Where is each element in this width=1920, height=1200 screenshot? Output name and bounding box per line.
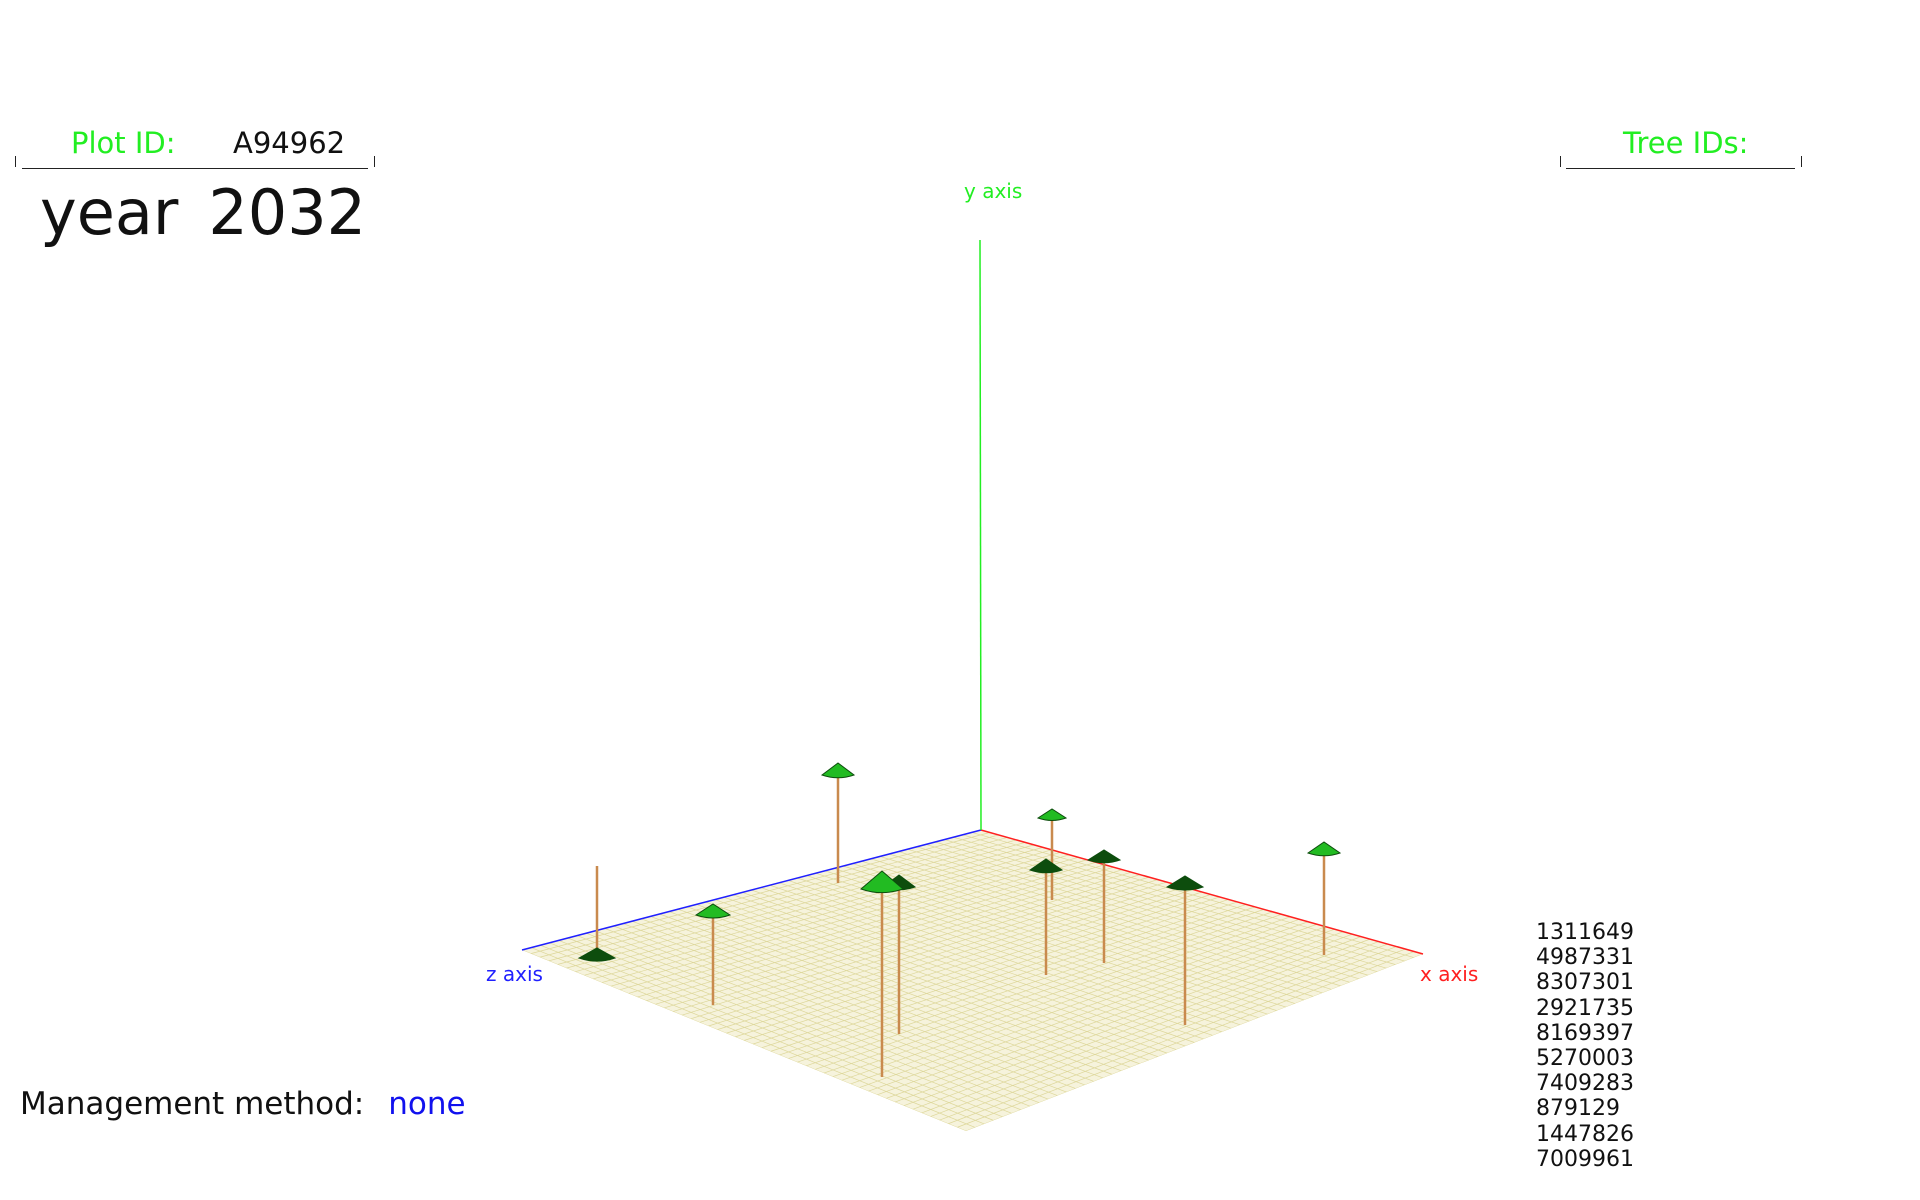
y-axis-line (979, 239, 982, 831)
x-axis-line (980, 829, 1424, 955)
grid-line (859, 923, 1318, 1088)
tree-crown (1028, 858, 1064, 874)
plot-id-left-tick (15, 156, 16, 167)
tree-ids-right-tick (1801, 156, 1802, 167)
tree-ids-left-tick (1560, 156, 1561, 167)
tree-crown (694, 903, 732, 919)
y-axis-label: y axis (964, 179, 1022, 203)
grid-line (549, 942, 994, 1121)
grid-line (956, 951, 1415, 1128)
grid-line (751, 889, 1195, 1043)
grid-line (696, 904, 1140, 1065)
tree-id-item: 8307301 (1536, 970, 1634, 996)
grid-line (823, 913, 1282, 1074)
management-value: none (388, 1086, 466, 1122)
tree[interactable] (694, 903, 732, 1005)
year-display: year 2032 (40, 176, 366, 249)
tree[interactable] (820, 762, 856, 883)
management-method: Management method: none (20, 1086, 466, 1122)
grid-line (868, 926, 1326, 1092)
tree[interactable] (1036, 808, 1068, 900)
z-axis-label: z axis (486, 962, 543, 986)
grid-line (687, 906, 1131, 1068)
grid-line (733, 894, 1177, 1050)
grid-line (622, 923, 1067, 1093)
grid-line (668, 911, 1113, 1075)
grid-line (531, 947, 976, 1128)
tree-id-item: 879129 (1536, 1096, 1620, 1122)
tree-crown (1036, 808, 1068, 821)
grid-line (779, 901, 1238, 1056)
grid-line (641, 918, 1085, 1086)
grid-line (841, 918, 1300, 1081)
grid-line (814, 911, 1273, 1070)
x-axis-label: x axis (1420, 962, 1478, 986)
tree-id-item: 7009961 (1536, 1146, 1634, 1172)
grid-line (770, 899, 1229, 1052)
management-label: Management method: (20, 1086, 365, 1122)
tree-id-item: 8169397 (1536, 1020, 1634, 1046)
tree-id-item: 5270003 (1536, 1046, 1634, 1072)
tree[interactable] (1306, 841, 1342, 955)
grid-line (797, 906, 1256, 1063)
grid-line (613, 925, 1058, 1096)
year-label: year (40, 176, 179, 249)
grid-line (576, 935, 1021, 1111)
grid-line (939, 946, 1397, 1121)
grid-line (885, 931, 1344, 1099)
tree-crown (820, 762, 856, 779)
tree-ids-underline (1566, 168, 1795, 169)
grid-line (650, 916, 1095, 1082)
grid-line (742, 892, 1186, 1047)
ground-plane (522, 830, 1423, 1131)
z-axis-line (521, 829, 982, 951)
grid-line (877, 928, 1335, 1096)
grid-line (948, 948, 1406, 1125)
tree-ids-label: Tree IDs: (1623, 126, 1749, 160)
tree-id-item: 2921735 (1536, 995, 1634, 1021)
grid-line (894, 933, 1353, 1103)
tree[interactable] (1086, 849, 1122, 963)
tree-id-item: 1447826 (1536, 1121, 1634, 1147)
grid-line (761, 896, 1220, 1049)
tree-crown (860, 870, 904, 894)
trees-group (577, 762, 1342, 1077)
grid-line (540, 944, 985, 1125)
grid-line (604, 928, 1049, 1100)
grid-line (723, 896, 1168, 1054)
grid-line (586, 932, 1031, 1107)
grid-line (752, 894, 1211, 1045)
tree[interactable] (1028, 858, 1064, 975)
grid-line (558, 940, 1003, 1118)
grid-line (595, 930, 1040, 1104)
grid-line (705, 901, 1149, 1061)
tree[interactable] (577, 866, 617, 962)
tree-crown (577, 947, 617, 962)
grid-line (850, 921, 1309, 1085)
tree-crown (1086, 849, 1122, 864)
tree-crown (1306, 841, 1342, 857)
grid-line (567, 937, 1012, 1114)
grid-line (903, 936, 1362, 1106)
grid-line (632, 920, 1076, 1089)
plot-id-value: A94962 (233, 126, 346, 160)
grid-line (714, 899, 1159, 1057)
tree-id-item: 1311649 (1536, 920, 1634, 945)
tree-crown (1165, 875, 1205, 891)
grid-line (912, 938, 1371, 1110)
tree-id-list: 1311649 4987331 8307301 2921735 8169397 52700… (1536, 920, 1634, 1172)
grid-line (930, 943, 1388, 1117)
plot-id-underline (22, 168, 368, 169)
grid-line (832, 916, 1291, 1078)
year-value: 2032 (208, 176, 367, 249)
tree-id-item: 7409283 (1536, 1071, 1634, 1097)
grid-line (921, 941, 1379, 1114)
tree[interactable] (860, 870, 904, 1077)
grid-line (788, 904, 1247, 1059)
plot-id-right-tick (374, 156, 375, 167)
tree[interactable] (1165, 875, 1205, 1025)
plot-id-label: Plot ID: (71, 126, 176, 160)
tree-id-item: 4987331 (1536, 945, 1634, 971)
